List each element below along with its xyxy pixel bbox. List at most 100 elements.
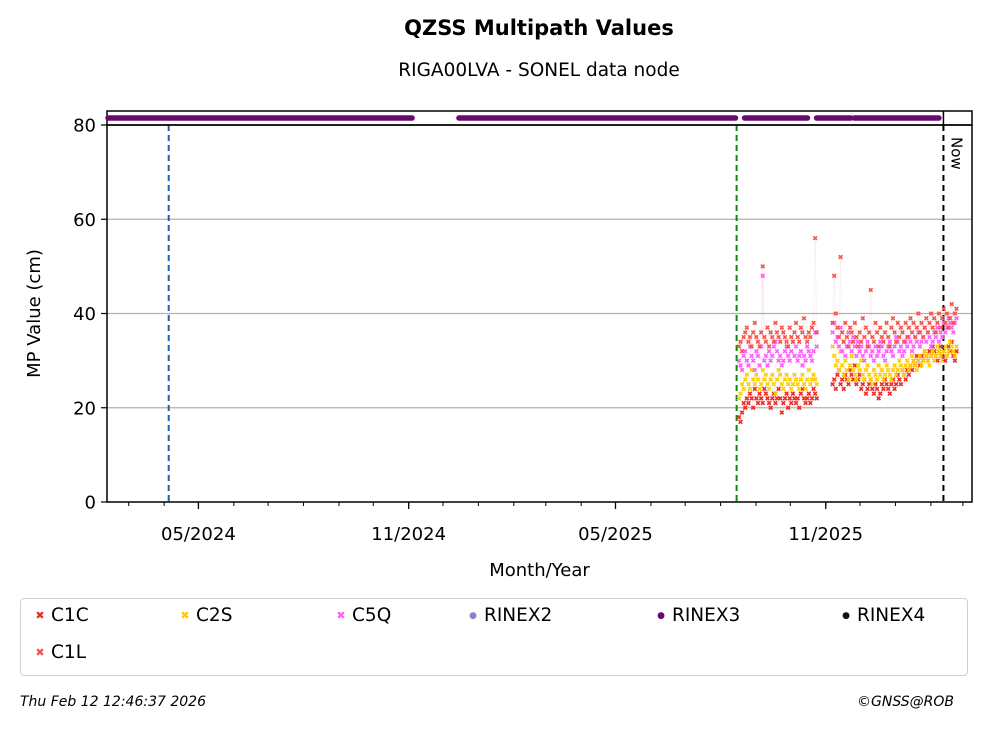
series-connector bbox=[935, 346, 938, 356]
series-connector bbox=[739, 341, 743, 352]
x-marker bbox=[768, 377, 774, 382]
data-point bbox=[790, 339, 796, 345]
series-connector bbox=[906, 327, 910, 338]
x-marker bbox=[744, 372, 750, 378]
data-point bbox=[841, 372, 847, 378]
data-point bbox=[800, 372, 805, 378]
data-point bbox=[911, 358, 916, 363]
x-marker bbox=[782, 334, 788, 340]
x-marker bbox=[811, 348, 816, 354]
series-connector bbox=[741, 402, 745, 413]
series-connector bbox=[809, 327, 813, 338]
x-marker bbox=[782, 395, 788, 401]
data-point bbox=[871, 339, 877, 345]
series-connector bbox=[917, 332, 921, 347]
x-marker bbox=[946, 325, 951, 331]
data-point bbox=[842, 358, 848, 363]
series-connector bbox=[847, 365, 851, 380]
x-marker bbox=[896, 348, 902, 354]
series-connector bbox=[928, 355, 932, 366]
x-marker bbox=[857, 329, 862, 335]
x-marker bbox=[854, 377, 859, 382]
y-axis-label: MP Value (cm) bbox=[24, 249, 45, 378]
x-marker bbox=[900, 329, 905, 335]
data-point bbox=[779, 410, 785, 415]
x-marker bbox=[784, 372, 789, 378]
series-connector bbox=[782, 379, 786, 389]
data-point bbox=[862, 377, 867, 382]
x-marker bbox=[862, 377, 867, 382]
x-marker bbox=[801, 315, 807, 321]
data-point bbox=[782, 395, 788, 401]
data-point bbox=[774, 348, 780, 354]
data-point bbox=[854, 353, 859, 359]
x-marker bbox=[741, 353, 747, 359]
data-point bbox=[904, 334, 910, 340]
data-point bbox=[933, 334, 939, 340]
data-point bbox=[917, 344, 923, 349]
data-point bbox=[804, 339, 810, 345]
x-marker bbox=[869, 348, 875, 354]
data-point bbox=[795, 381, 801, 387]
data-point bbox=[916, 358, 921, 363]
data-point bbox=[830, 320, 835, 326]
data-point bbox=[857, 367, 862, 373]
x-marker bbox=[777, 372, 783, 378]
x-marker bbox=[868, 353, 874, 359]
data-point bbox=[927, 362, 932, 368]
data-point bbox=[787, 325, 793, 331]
data-point bbox=[757, 362, 762, 368]
x-marker bbox=[806, 329, 812, 335]
data-point bbox=[803, 358, 808, 363]
data-point bbox=[950, 320, 956, 326]
x-marker bbox=[842, 353, 848, 359]
x-marker bbox=[866, 329, 872, 335]
x-marker bbox=[855, 362, 861, 368]
x-marker bbox=[804, 377, 810, 382]
series-connector bbox=[854, 346, 857, 356]
data-point bbox=[892, 344, 897, 349]
x-marker bbox=[796, 353, 802, 359]
series-connector bbox=[930, 313, 934, 328]
legend-label: C1L bbox=[51, 642, 86, 663]
data-point bbox=[793, 320, 799, 326]
x-marker bbox=[801, 381, 807, 387]
data-point bbox=[809, 358, 815, 363]
data-point bbox=[761, 377, 767, 382]
x-marker bbox=[854, 353, 859, 359]
data-point bbox=[917, 353, 923, 359]
data-point bbox=[884, 320, 889, 326]
x-marker bbox=[928, 311, 934, 316]
data-point bbox=[865, 386, 870, 392]
data-point bbox=[936, 348, 942, 354]
x-marker bbox=[849, 353, 855, 359]
series-connector bbox=[843, 322, 846, 342]
x-marker bbox=[761, 386, 767, 392]
x-marker bbox=[901, 348, 907, 354]
data-point bbox=[742, 405, 748, 411]
x-marker bbox=[874, 386, 880, 392]
x-marker bbox=[835, 358, 840, 363]
series-connector bbox=[787, 398, 791, 408]
x-marker bbox=[800, 362, 805, 368]
x-marker bbox=[760, 273, 766, 279]
data-point bbox=[885, 334, 891, 340]
data-point bbox=[752, 381, 758, 387]
series-connector bbox=[908, 318, 911, 328]
x-marker bbox=[931, 358, 937, 363]
data-point bbox=[871, 367, 877, 373]
x-marker bbox=[809, 325, 815, 331]
x-marker bbox=[949, 301, 955, 307]
series-connector bbox=[752, 388, 756, 408]
series-connector bbox=[892, 318, 896, 333]
data-point bbox=[857, 329, 862, 335]
x-marker bbox=[869, 386, 875, 392]
data-point bbox=[800, 329, 805, 335]
data-point bbox=[846, 344, 851, 349]
series-connector bbox=[890, 369, 894, 380]
x-marker bbox=[742, 377, 748, 382]
data-point bbox=[858, 386, 864, 392]
series-connector bbox=[914, 355, 918, 366]
series-connector bbox=[762, 369, 765, 380]
data-point bbox=[916, 311, 921, 316]
